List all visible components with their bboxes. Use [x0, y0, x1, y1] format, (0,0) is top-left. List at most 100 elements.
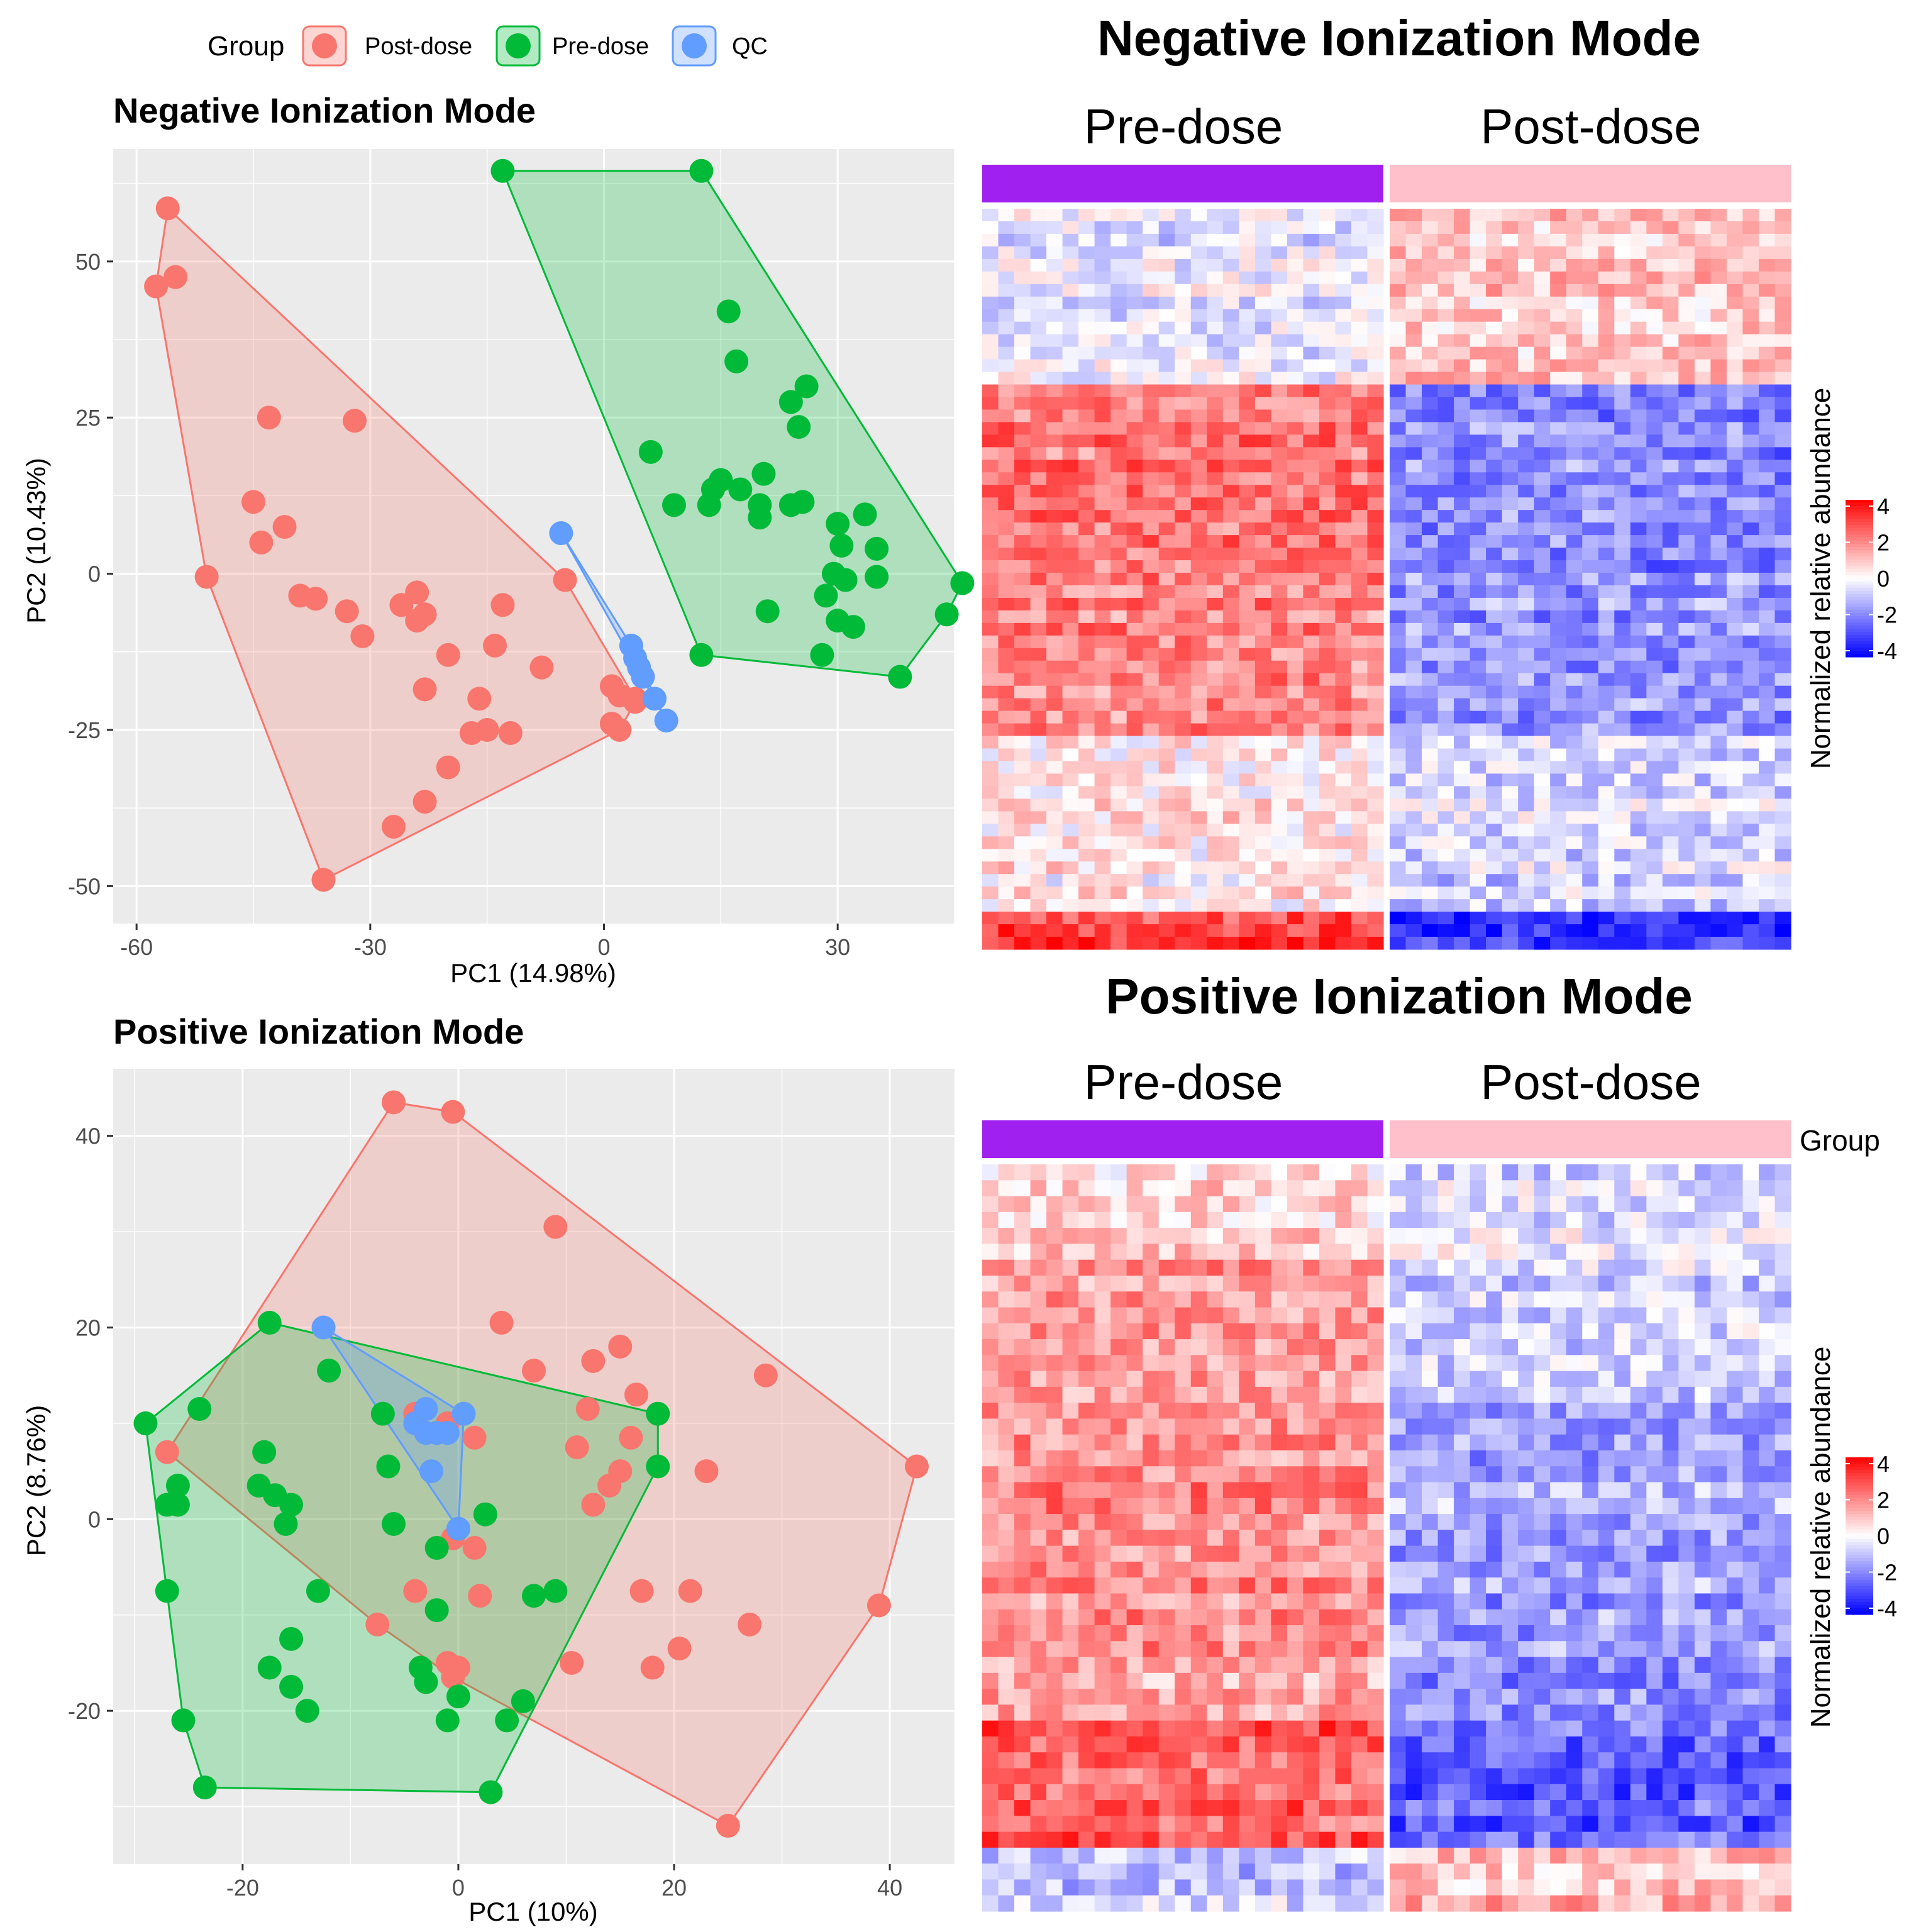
- heatmap-cell: [1254, 1625, 1271, 1642]
- heatmap-cell: [1110, 209, 1127, 222]
- heatmap-cell: [1062, 660, 1079, 674]
- heatmap-cell: [1254, 1371, 1271, 1388]
- heatmap-cell: [1630, 209, 1647, 222]
- heatmap-cell: [1678, 1577, 1695, 1594]
- heatmap-cell: [1774, 1545, 1791, 1562]
- heatmap-cell: [1175, 1577, 1192, 1594]
- heatmap-cell: [998, 1212, 1015, 1228]
- point-pre-dose: [165, 1493, 190, 1517]
- heatmap-cell: [1454, 1418, 1471, 1435]
- heatmap-cell: [1046, 1180, 1063, 1197]
- heatmap-cell: [1550, 535, 1567, 548]
- heatmap-cell: [1222, 1371, 1239, 1388]
- heatmap-cell: [1726, 886, 1744, 900]
- heatmap-cell: [1367, 585, 1384, 599]
- heatmap-cell: [1078, 648, 1095, 661]
- heatmap-cell: [1774, 1577, 1791, 1594]
- heatmap-cell: [1486, 585, 1503, 599]
- heatmap-cell: [1158, 1657, 1175, 1674]
- heatmap-cell: [1254, 1577, 1271, 1594]
- heatmap-cell: [1110, 622, 1127, 636]
- heatmap-cell: [1694, 1593, 1711, 1610]
- heatmap-cell: [1175, 698, 1192, 712]
- heatmap-cell: [1335, 1545, 1352, 1562]
- heatmap-cell: [1222, 1212, 1239, 1228]
- heatmap-cell: [1190, 912, 1207, 925]
- heatmap-cell: [1390, 1228, 1407, 1244]
- heatmap-cell: [1758, 1641, 1776, 1658]
- heatmap-cell: [1287, 824, 1304, 837]
- heatmap-cell: [1126, 849, 1143, 862]
- heatmap-cell: [1110, 422, 1127, 435]
- heatmap-cell: [1062, 773, 1079, 787]
- heatmap-cell: [1566, 1244, 1583, 1261]
- heatmap-cell: [1126, 271, 1143, 285]
- heatmap-cell: [1046, 422, 1063, 435]
- heatmap-cell: [1405, 786, 1422, 800]
- heatmap-cell: [1335, 372, 1352, 385]
- heatmap-cell: [1287, 284, 1304, 297]
- heatmap-cell: [1534, 1498, 1551, 1515]
- heatmap-cell: [1319, 1228, 1336, 1244]
- heatmap-cell: [1351, 761, 1368, 775]
- heatmap-cell: [1175, 849, 1192, 862]
- point-post-dose: [436, 643, 460, 667]
- heatmap-cell: [1367, 811, 1384, 824]
- heatmap-cell: [1710, 786, 1727, 800]
- heatmap-cell: [1239, 1672, 1256, 1689]
- heatmap-cell: [1367, 685, 1384, 699]
- heatmap-cell: [982, 246, 999, 260]
- heatmap-cell: [1614, 485, 1631, 498]
- heatmap-cell: [1319, 811, 1336, 824]
- heatmap-cell: [1534, 1689, 1551, 1706]
- heatmap-cell: [1222, 849, 1239, 862]
- heatmap-cell: [1774, 497, 1791, 511]
- heatmap-cell: [1271, 346, 1288, 360]
- heatmap-cell: [1582, 284, 1599, 297]
- heatmap-cell: [998, 573, 1015, 586]
- heatmap-cell: [1598, 861, 1615, 875]
- heatmap-cell: [1094, 924, 1111, 937]
- x-tick-label: 30: [825, 934, 850, 960]
- heatmap-cell: [1470, 660, 1486, 674]
- heatmap-cell: [1303, 597, 1320, 611]
- heatmap-cell: [1390, 472, 1407, 485]
- heatmap-positive-post-bar: [1390, 1120, 1791, 1158]
- heatmap-cell: [1598, 685, 1615, 699]
- heatmap-cell: [1062, 359, 1079, 373]
- heatmap-cell: [1405, 284, 1422, 297]
- heatmap-cell: [1303, 1514, 1320, 1530]
- heatmap-cell: [1175, 472, 1192, 485]
- heatmap-cell: [1062, 1291, 1079, 1308]
- heatmap-cell: [1046, 635, 1063, 649]
- heatmap-cell: [1046, 409, 1063, 423]
- heatmap-cell: [1454, 422, 1471, 435]
- point-qc: [549, 521, 573, 546]
- heatmap-cell: [1774, 773, 1791, 787]
- heatmap-cell: [1502, 535, 1519, 548]
- heatmap-cell: [1470, 874, 1486, 887]
- heatmap-cell: [1367, 773, 1384, 787]
- heatmap-cell: [1351, 886, 1368, 900]
- heatmap-cell: [1566, 1482, 1583, 1499]
- heatmap-cell: [1078, 296, 1095, 310]
- heatmap-cell: [1207, 1291, 1224, 1308]
- point-pre-dose: [424, 1536, 449, 1560]
- heatmap-cell: [1143, 1514, 1160, 1530]
- heatmap-cell: [1319, 786, 1336, 800]
- heatmap-cell: [1742, 309, 1759, 323]
- heatmap-cell: [1486, 1418, 1503, 1435]
- heatmap-cell: [1271, 246, 1288, 260]
- heatmap-cell: [1335, 1339, 1352, 1355]
- heatmap-cell: [1758, 1403, 1776, 1420]
- heatmap-cell: [1078, 246, 1095, 260]
- heatmap-cell: [1550, 899, 1567, 912]
- heatmap-cell: [982, 861, 999, 875]
- heatmap-cell: [1271, 1482, 1288, 1499]
- heatmap-cell: [1367, 258, 1384, 272]
- point-pre-dose: [187, 1397, 212, 1421]
- legend: Group Post-dose Pre-dose QC: [208, 25, 768, 67]
- heatmap-cell: [1319, 309, 1336, 323]
- heatmap-cell: [1678, 912, 1695, 925]
